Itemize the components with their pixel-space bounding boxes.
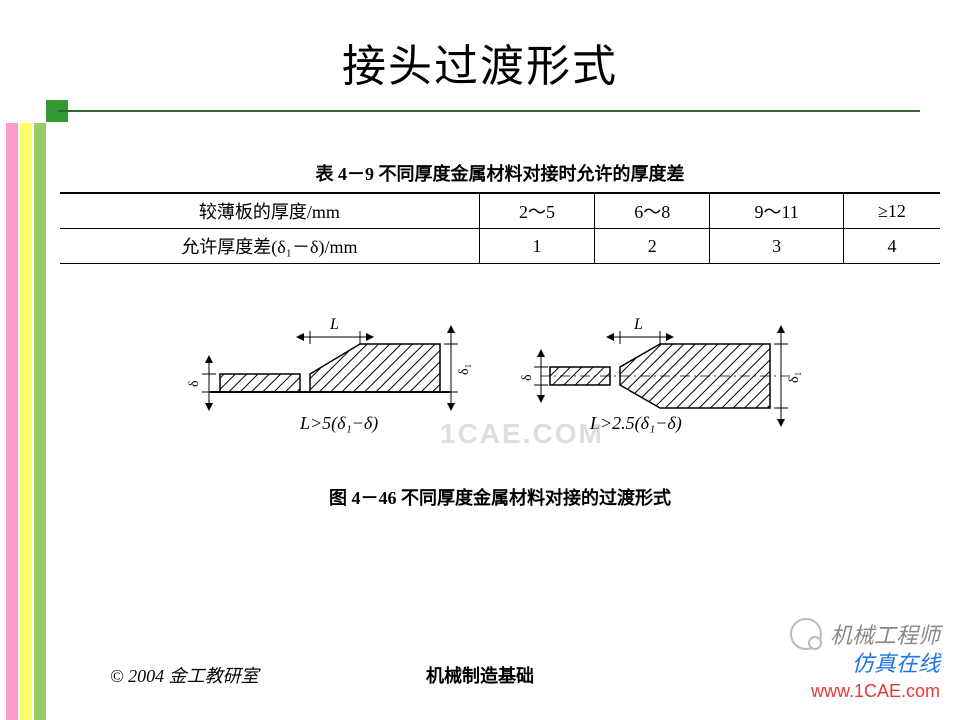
- table-cell: 2: [595, 229, 710, 264]
- right-thick-plate: L δ₁: [610, 316, 802, 423]
- table-cell: 1: [479, 229, 594, 264]
- left-thin-plate: δ: [187, 359, 300, 407]
- figure-caption: 图 4－46 不同厚度金属材料对接的过渡形式: [60, 484, 940, 510]
- right-formula: L>2.5(δ₁−δ): [589, 413, 682, 434]
- table-cell: 4: [843, 229, 940, 264]
- dim-delta-left: δ: [187, 380, 202, 387]
- dim-L-right: L: [633, 316, 643, 333]
- transition-diagram: δ L δ₁ L>5(δ₁−δ): [150, 289, 850, 469]
- slide: 接头过渡形式 表 4－9 不同厚度金属材料对接时允许的厚度差 较薄板的厚度/mm…: [0, 0, 960, 720]
- decor-header-line: [58, 110, 920, 112]
- table-cell: 6～8: [595, 193, 710, 229]
- dim-delta-right: δ: [520, 374, 535, 381]
- table-caption: 表 4－9 不同厚度金属材料对接时允许的厚度差: [60, 160, 940, 186]
- table-cell: 9～11: [710, 193, 843, 229]
- left-thick-plate: L δ₁: [300, 316, 472, 407]
- table-cell: 3: [710, 229, 843, 264]
- dim-delta1-right: δ₁: [787, 372, 802, 383]
- table-cell: ≥12: [843, 193, 940, 229]
- table-row1-label: 较薄板的厚度/mm: [60, 193, 479, 229]
- decor-stripe-pink: [6, 123, 18, 720]
- dim-delta1-left: δ₁: [457, 364, 472, 375]
- footer-site-cn: 仿真在线: [852, 646, 940, 678]
- footer-site-url: www.1CAE.com: [811, 681, 940, 702]
- dim-L-left: L: [329, 316, 339, 333]
- decor-stripe-yellow: [20, 123, 32, 720]
- content-area: 表 4－9 不同厚度金属材料对接时允许的厚度差 较薄板的厚度/mm 2～5 6～…: [60, 150, 940, 516]
- decor-stripe-green: [34, 123, 46, 720]
- figure-area: δ L δ₁ L>5(δ₁−δ): [60, 289, 940, 510]
- wechat-icon: [790, 618, 822, 650]
- slide-title: 接头过渡形式: [0, 30, 960, 94]
- table-cell: 2～5: [479, 193, 594, 229]
- left-formula: L>5(δ₁−δ): [299, 413, 378, 434]
- table-row2-label: 允许厚度差(δ₁－δ)/mm: [60, 229, 479, 264]
- thickness-table: 较薄板的厚度/mm 2～5 6～8 9～11 ≥12 允许厚度差(δ₁－δ)/m…: [60, 192, 940, 264]
